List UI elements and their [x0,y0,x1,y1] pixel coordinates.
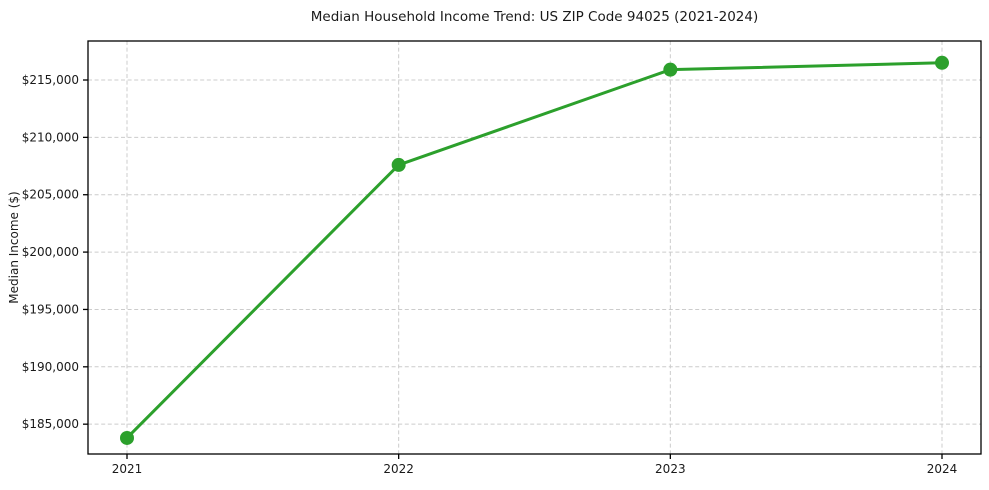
data-point [935,55,949,70]
data-point [120,430,134,445]
x-tick-label: 2022 [383,462,414,476]
y-tick-label: $195,000 [22,302,79,316]
data-point [663,62,678,77]
axes: $185,000 $190,000 $195,000 $200,000 $205,000… [22,40,982,476]
data-series [120,55,949,445]
y-axis-label: Median Income ($) [7,191,21,303]
chart-title: Median Household Income Trend: US ZIP Co… [311,9,759,25]
x-tick-label: 2024 [927,462,958,476]
x-tick-label: 2023 [655,462,686,476]
y-tick-label: $190,000 [22,360,79,374]
y-tick-label: $185,000 [22,417,79,431]
data-point [391,157,406,172]
trend-line [125,61,944,440]
y-tick-label: $200,000 [22,245,79,259]
y-tick-label: $210,000 [22,130,79,144]
gridlines [88,41,981,454]
x-tick-label: 2021 [112,462,143,476]
y-tick-label: $205,000 [22,188,79,202]
y-tick-label: $215,000 [22,73,79,87]
plot-border [87,40,982,455]
